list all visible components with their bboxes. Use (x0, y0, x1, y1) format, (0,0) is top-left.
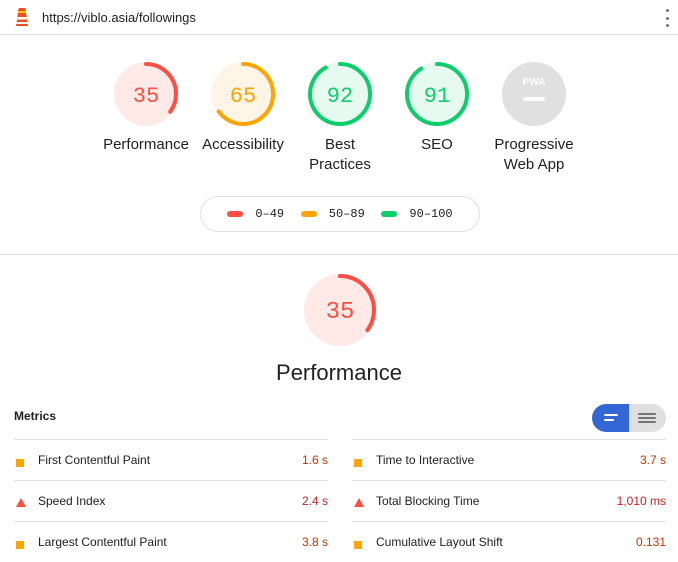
gauge-accessibility[interactable]: 65 Accessibility (193, 60, 293, 155)
legend-fail: 0–49 (227, 207, 284, 221)
average-square-icon (354, 456, 362, 470)
detailed-view-icon[interactable] (629, 404, 666, 432)
metric-value: 3.8 s (301, 535, 328, 549)
metric-value: 1.6 s (301, 453, 328, 467)
performance-section-score: 35 (326, 299, 355, 326)
seo-gauge-ring: 91 (405, 62, 469, 126)
pwa-label: Progressive Web App (484, 135, 584, 175)
gauge-performance[interactable]: 35 Performance (96, 60, 196, 155)
performance-score: 35 (133, 84, 159, 109)
metric-value: 2.4 s (301, 494, 328, 508)
metric-name: Largest Contentful Paint (38, 535, 167, 549)
legend-average-swatch (300, 211, 317, 217)
accessibility-score: 65 (230, 84, 256, 109)
metric-name: Time to Interactive (376, 453, 475, 467)
metric-value: 1,010 ms (616, 494, 666, 508)
performance-label: Performance (103, 136, 189, 153)
page-url[interactable]: https://viblo.asia/followings (42, 10, 196, 25)
legend-pass-range: 90–100 (409, 207, 453, 221)
pwa-label-line1: Progressive (494, 136, 574, 153)
seo-label: SEO (421, 136, 453, 153)
category-gauges: 35 Performance 65 Accessibility 92 Best … (0, 60, 678, 180)
seo-score: 91 (424, 84, 450, 109)
legend-average-range: 50–89 (328, 207, 365, 221)
gauge-seo[interactable]: 91 SEO (387, 60, 487, 155)
average-square-icon (16, 456, 24, 470)
legend-average: 50–89 (300, 207, 365, 221)
pwa-badge-icon: PWA (502, 62, 566, 126)
performance-section-gauge-ring: 35 (304, 274, 376, 346)
average-square-icon (16, 538, 24, 552)
gauge-best-practices[interactable]: 92 Best Practices (290, 60, 390, 175)
pwa-label-line2: Web App (503, 156, 565, 173)
best-practices-score: 92 (327, 84, 353, 109)
report-topbar: https://viblo.asia/followings (0, 0, 678, 35)
legend-pass: 90–100 (381, 207, 453, 221)
metrics-view-toggle[interactable] (592, 404, 666, 432)
metric-row: Largest Contentful Paint 3.8 s (14, 521, 328, 562)
legend-fail-range: 0–49 (255, 207, 285, 221)
pwa-badge-text: PWA (523, 77, 546, 88)
metrics-column-left: First Contentful Paint 1.6 s Speed Index… (14, 439, 328, 562)
performance-gauge-ring: 35 (114, 62, 178, 126)
accessibility-gauge-ring: 65 (211, 62, 275, 126)
legend-fail-swatch (227, 211, 244, 217)
metric-row: Speed Index 2.4 s (14, 480, 328, 521)
legend-pass-swatch (381, 211, 398, 217)
metrics-column-right: Time to Interactive 3.7 s Total Blocking… (352, 439, 666, 562)
fail-triangle-icon (354, 496, 364, 510)
summary-view-icon[interactable] (592, 404, 629, 432)
performance-section-gauge: 35 (302, 272, 378, 353)
gauge-pwa[interactable]: PWA Progressive Web App (484, 60, 584, 175)
section-divider (0, 254, 678, 255)
metrics-heading: Metrics (14, 409, 57, 423)
best-practices-label-line2: Practices (309, 156, 371, 173)
score-scale-legend: 0–49 50–89 90–100 (200, 196, 480, 232)
average-square-icon (354, 538, 362, 552)
metric-name: Cumulative Layout Shift (376, 535, 503, 549)
accessibility-label: Accessibility (202, 136, 284, 153)
best-practices-gauge-ring: 92 (308, 62, 372, 126)
metric-name: Total Blocking Time (376, 494, 480, 508)
best-practices-label-line1: Best (324, 136, 355, 153)
performance-section-title: Performance (276, 360, 402, 385)
lighthouse-logo-icon (16, 8, 28, 26)
metric-row: Cumulative Layout Shift 0.131 (352, 521, 666, 562)
metric-value: 0.131 (635, 535, 666, 549)
metric-row: First Contentful Paint 1.6 s (14, 439, 328, 480)
metric-name: First Contentful Paint (38, 453, 151, 467)
best-practices-label: Best Practices (290, 135, 390, 175)
more-options-icon[interactable] (664, 9, 670, 27)
metric-value: 3.7 s (639, 453, 666, 467)
metric-row: Total Blocking Time 1,010 ms (352, 480, 666, 521)
metric-row: Time to Interactive 3.7 s (352, 439, 666, 480)
fail-triangle-icon (16, 496, 26, 510)
metric-name: Speed Index (38, 494, 106, 508)
